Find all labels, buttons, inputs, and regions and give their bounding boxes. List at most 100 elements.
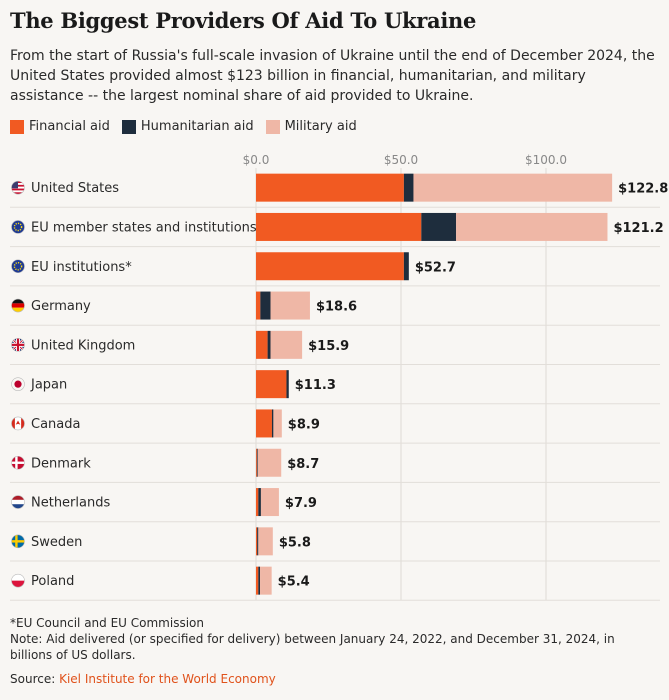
japan-flag-icon	[11, 377, 25, 391]
total-label: $5.4	[278, 575, 310, 590]
flag-outline	[11, 259, 25, 274]
legend-item-military: Military aid	[265, 119, 357, 134]
flag-cross	[15, 534, 18, 548]
flag-cross	[11, 461, 25, 464]
flag-band	[11, 495, 25, 500]
uk-flag-icon	[11, 338, 25, 352]
poland-flag-icon	[11, 573, 25, 588]
bar-financial	[256, 448, 257, 477]
flag-outline	[11, 338, 25, 352]
bar-financial	[256, 330, 268, 359]
flag-band	[11, 499, 25, 505]
flag-stripe	[11, 190, 25, 193]
flag-outline	[11, 495, 25, 509]
flag-body	[11, 574, 25, 588]
bar-humanitarian	[258, 488, 261, 517]
flag-outline	[11, 180, 25, 195]
category-label: Denmark	[31, 456, 91, 471]
flag-stripe	[11, 188, 25, 191]
footnote-note: Note: Aid delivered (or specified for de…	[10, 632, 615, 662]
flag-stars	[13, 261, 23, 271]
flag-band	[11, 416, 15, 430]
flag-canton	[11, 181, 18, 189]
bar-financial	[256, 291, 261, 320]
total-label: $11.3	[295, 378, 336, 393]
netherlands-flag-icon	[11, 495, 25, 509]
category-label: Poland	[31, 574, 74, 589]
flag-band	[11, 303, 25, 308]
category-label: United States	[31, 181, 119, 196]
flag-outline	[11, 298, 25, 313]
flag-sun	[14, 380, 22, 388]
flag-band	[21, 416, 25, 430]
bar-military	[270, 330, 303, 359]
source-link[interactable]: Kiel Institute for the World Economy	[59, 672, 276, 686]
flag-outline	[11, 573, 25, 588]
category-label: Sweden	[31, 535, 82, 550]
flag-body	[11, 534, 25, 548]
flag-cross-red	[16, 338, 20, 352]
bar-financial	[256, 173, 404, 202]
bar-financial	[256, 252, 404, 281]
bar-military	[413, 173, 613, 202]
total-label: $8.9	[288, 417, 320, 432]
bar-financial	[256, 370, 287, 399]
subtitle: From the start of Russia's full-scale in…	[10, 48, 655, 104]
bar-humanitarian	[403, 252, 409, 281]
category-label: EU institutions*	[31, 260, 132, 275]
bar-humanitarian	[267, 330, 271, 359]
flag-cross	[11, 540, 25, 543]
flag-body	[11, 259, 25, 273]
bar-humanitarian	[256, 448, 258, 477]
flag-band	[11, 307, 25, 313]
flag-stripe	[11, 192, 25, 195]
legend-label-humanitarian: Humanitarian aid	[140, 119, 254, 134]
total-label: $5.8	[279, 535, 311, 550]
total-label: $15.9	[308, 339, 349, 354]
flag-body	[11, 338, 25, 352]
bar-humanitarian	[286, 370, 289, 399]
flag-band	[11, 580, 25, 588]
total-label: $7.9	[285, 496, 317, 511]
bar-military	[273, 409, 282, 438]
flag-leaf	[15, 420, 21, 425]
total-label: $121.2	[613, 221, 663, 236]
flag-stars	[13, 222, 23, 232]
bar-humanitarian	[258, 566, 261, 595]
bar-military	[260, 566, 272, 595]
legend-label-financial: Financial aid	[29, 119, 110, 134]
flag-body	[11, 456, 25, 470]
bar-humanitarian	[421, 212, 457, 241]
flag-body	[11, 181, 25, 195]
footnote: *EU Council and EU Commission Note: Aid …	[10, 615, 660, 663]
bar-military	[258, 527, 273, 556]
bar-military	[456, 212, 608, 241]
us-flag-icon	[11, 180, 25, 195]
flag-band	[11, 504, 25, 509]
category-label: United Kingdom	[31, 338, 135, 353]
flag-body	[11, 299, 25, 313]
flag-body	[11, 220, 25, 234]
x-tick-label: $0.0	[243, 153, 270, 167]
bar-financial	[256, 527, 258, 556]
flag-outline	[11, 534, 25, 549]
bar-financial	[256, 212, 422, 241]
bar-financial	[256, 488, 259, 517]
bar-military	[257, 448, 282, 477]
legend-item-financial: Financial aid	[10, 119, 110, 134]
stacked-bar-chart: $0.0 $50.0 $100.0 United States $122.8 EU mem…	[10, 153, 668, 601]
denmark-flag-icon	[11, 455, 25, 470]
legend-swatch-financial	[10, 119, 24, 134]
bar-financial	[256, 566, 259, 595]
source-label: Source:	[10, 672, 60, 686]
flag-outline	[11, 416, 25, 431]
flag-body	[11, 495, 25, 509]
flag-band	[11, 574, 25, 581]
bar-financial	[256, 409, 272, 438]
eu-flag-icon	[11, 220, 25, 234]
x-tick-label: $50.0	[384, 153, 418, 167]
source: Source: Kiel Institute for the World Eco…	[10, 672, 660, 686]
sweden-flag-icon	[11, 534, 25, 549]
legend-swatch-humanitarian	[121, 119, 136, 134]
eu-flag-icon	[11, 259, 25, 274]
